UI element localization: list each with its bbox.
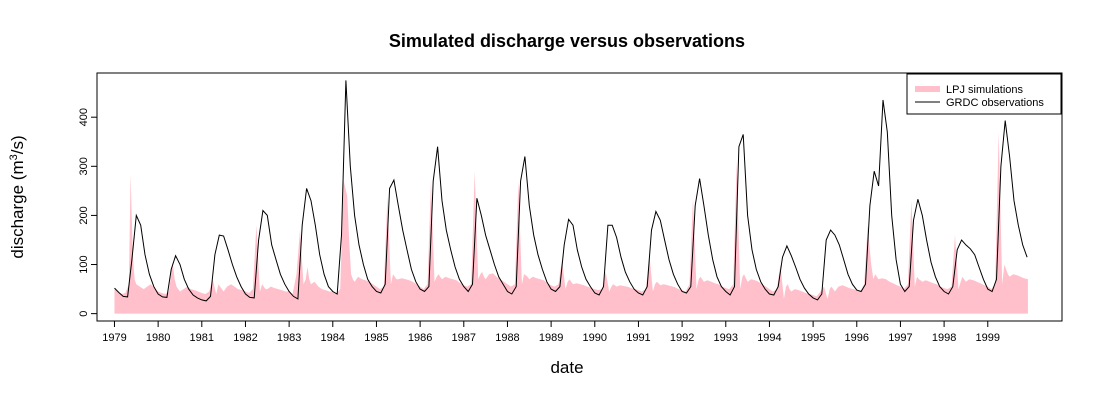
legend: LPJ simulations GRDC observations (906, 73, 1062, 115)
y-axis-title-suffix: /s) (8, 135, 27, 154)
x-tick-label: 1999 (976, 332, 1000, 344)
x-tick-label: 1982 (233, 332, 257, 344)
x-tick-label: 1997 (888, 332, 912, 344)
legend-box (906, 73, 1062, 115)
x-tick-label: 1988 (495, 332, 519, 344)
x-tick-label: 1985 (364, 332, 388, 344)
x-tick-label: 1991 (626, 332, 650, 344)
x-tick-label: 1993 (714, 332, 738, 344)
legend-label-simulations: LPJ simulations (946, 84, 1024, 96)
x-tick-label: 1998 (932, 332, 956, 344)
x-axis-title: date (550, 358, 583, 377)
x-tick-label: 1983 (277, 332, 301, 344)
x-tick-label: 1992 (670, 332, 694, 344)
x-tick-label: 1994 (757, 332, 781, 344)
chart-title: Simulated discharge versus observations (389, 31, 745, 51)
x-axis: 1979 1980 1981 1982 1983 1984 1985 1986 1987 1988… (102, 320, 1000, 344)
x-tick-label: 1980 (146, 332, 170, 344)
x-tick-label: 1989 (539, 332, 563, 344)
y-tick-label: 100 (78, 255, 90, 273)
y-tick-label: 300 (78, 157, 90, 175)
y-axis-title-sup: 3 (8, 154, 20, 160)
y-axis: 0 100 200 300 400 (78, 108, 97, 317)
y-tick-label: 400 (78, 108, 90, 126)
x-tick-label: 1984 (321, 332, 345, 344)
x-tick-label: 1996 (845, 332, 869, 344)
y-axis-title-main: discharge (m (8, 160, 27, 258)
x-tick-label: 1987 (452, 332, 476, 344)
x-tick-label: 1986 (408, 332, 432, 344)
y-tick-label: 200 (78, 206, 90, 224)
x-tick-label: 1981 (190, 332, 214, 344)
y-axis-title: discharge (m3/s) (8, 135, 27, 258)
series-simulations-area (114, 131, 1028, 314)
x-tick-label: 1990 (583, 332, 607, 344)
legend-label-observations: GRDC observations (946, 97, 1044, 109)
x-tick-label: 1979 (102, 332, 126, 344)
x-tick-label: 1995 (801, 332, 825, 344)
observation-line-layer (114, 80, 1028, 302)
simulation-area-layer (114, 131, 1028, 314)
series-observations-line (114, 80, 1028, 302)
y-tick-label: 0 (78, 311, 90, 317)
